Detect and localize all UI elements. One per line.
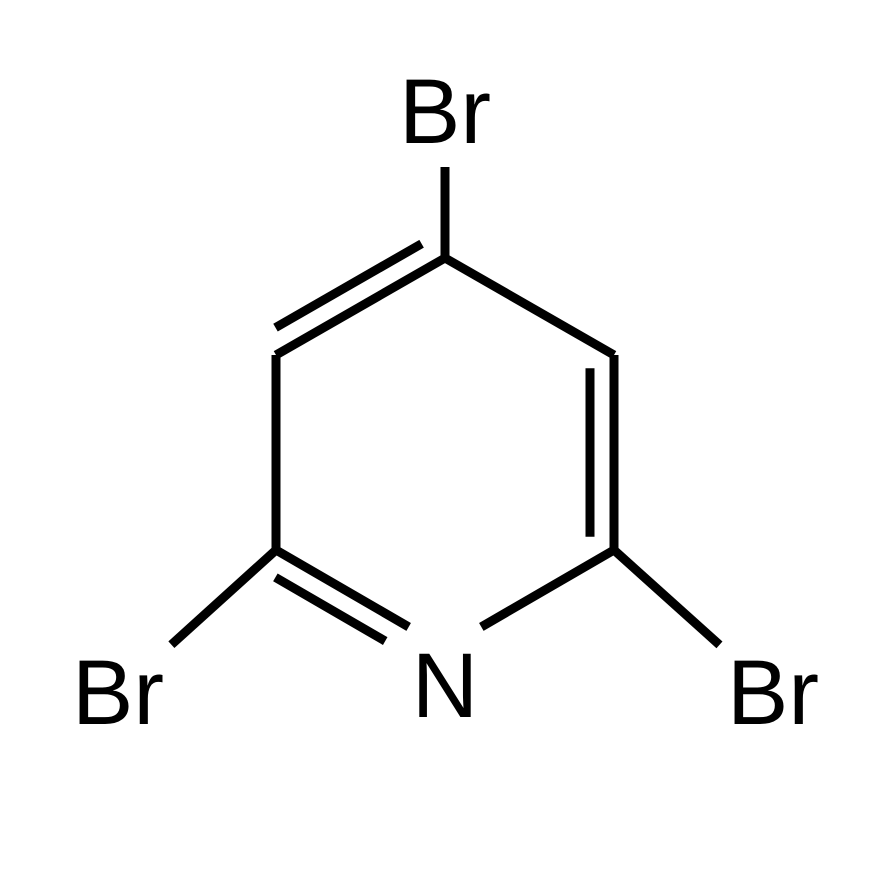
chemical-structure-diagram: N Br Br Br [0,0,890,890]
atom-label-nitrogen: N [412,640,478,732]
atom-label-bromine-right: Br [727,647,819,739]
atom-label-bromine-left: Br [72,647,164,739]
atom-label-bromine-top: Br [399,66,491,158]
